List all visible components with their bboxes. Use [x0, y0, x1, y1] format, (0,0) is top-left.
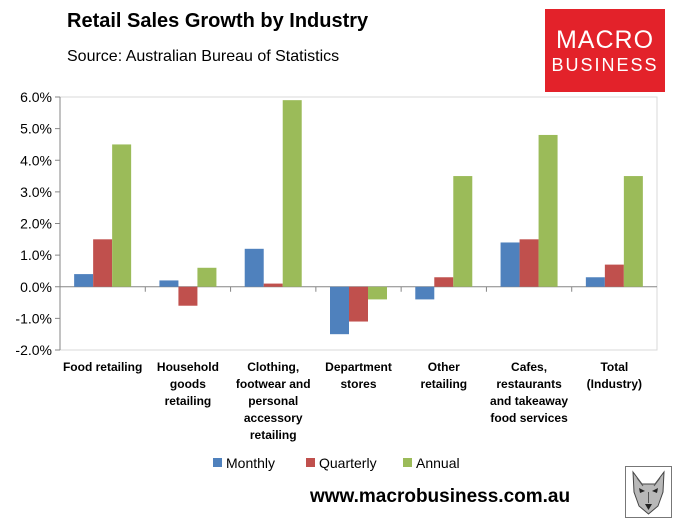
- bar-annual: [368, 286, 387, 300]
- bar-annual: [112, 144, 132, 287]
- macrobusiness-logo: MACRO BUSINESS: [545, 9, 665, 92]
- legend-swatch-quarterly: [306, 458, 315, 467]
- wolf-head-icon: [625, 466, 672, 518]
- bar-annual: [453, 176, 473, 287]
- y-tick-label: 6.0%: [20, 89, 52, 105]
- y-tick-label: 5.0%: [20, 121, 52, 137]
- bar-chart: -2.0% -1.0% 0.0% 1.0% 2.0% 3.0% 4.0% 5.0% 6.0% Fo…: [15, 89, 658, 471]
- bar-annual: [623, 176, 643, 287]
- legend-label-quarterly: Quarterly: [319, 455, 377, 471]
- y-tick-label: -1.0%: [15, 310, 52, 326]
- y-tick-label: -2.0%: [15, 342, 52, 358]
- bar-quarterly: [178, 286, 198, 306]
- category-label: Total (Industry): [587, 360, 642, 391]
- bar-monthly: [330, 286, 349, 335]
- category-label: Food retailing: [63, 360, 142, 374]
- chart-source: Source: Australian Bureau of Statistics: [67, 48, 340, 65]
- bar-quarterly: [93, 239, 113, 287]
- category-label: Household goods retailing: [157, 360, 219, 408]
- legend-swatch-annual: [403, 458, 412, 467]
- website-url: www.macrobusiness.com.au: [310, 486, 571, 507]
- category-label: Clothing, footwear and personal accessory re…: [236, 360, 311, 442]
- y-tick-label: 2.0%: [20, 216, 52, 232]
- category-label: Department stores: [325, 360, 392, 391]
- bar-quarterly: [349, 286, 368, 322]
- y-tick-label: 1.0%: [20, 247, 52, 263]
- category-label: Cafes, restaurants and takeaway food servic…: [490, 360, 568, 425]
- y-tick-label: 4.0%: [20, 152, 52, 168]
- bar-monthly: [500, 242, 520, 287]
- bar-monthly: [244, 248, 264, 287]
- chart-title: Retail Sales Growth by Industry: [67, 10, 369, 32]
- bar-quarterly: [263, 283, 283, 287]
- bar-quarterly: [519, 239, 539, 287]
- bar-monthly: [585, 277, 605, 287]
- category-label: Other retailing: [420, 360, 467, 391]
- bar-annual: [197, 267, 217, 287]
- legend-label-monthly: Monthly: [226, 455, 275, 471]
- bar-quarterly: [604, 264, 624, 287]
- legend-label-annual: Annual: [416, 455, 460, 471]
- bar-monthly: [74, 274, 94, 287]
- bar-monthly: [159, 280, 179, 287]
- bar-quarterly: [434, 277, 454, 287]
- bar-monthly: [415, 286, 435, 300]
- bar-annual: [538, 134, 558, 287]
- y-tick-label: 0.0%: [20, 279, 52, 295]
- legend-swatch-monthly: [213, 458, 222, 467]
- logo-line-1: MACRO: [555, 25, 655, 54]
- bar-annual: [282, 100, 302, 287]
- y-tick-label: 3.0%: [20, 184, 52, 200]
- logo-line-2: BUSINESS: [551, 54, 659, 75]
